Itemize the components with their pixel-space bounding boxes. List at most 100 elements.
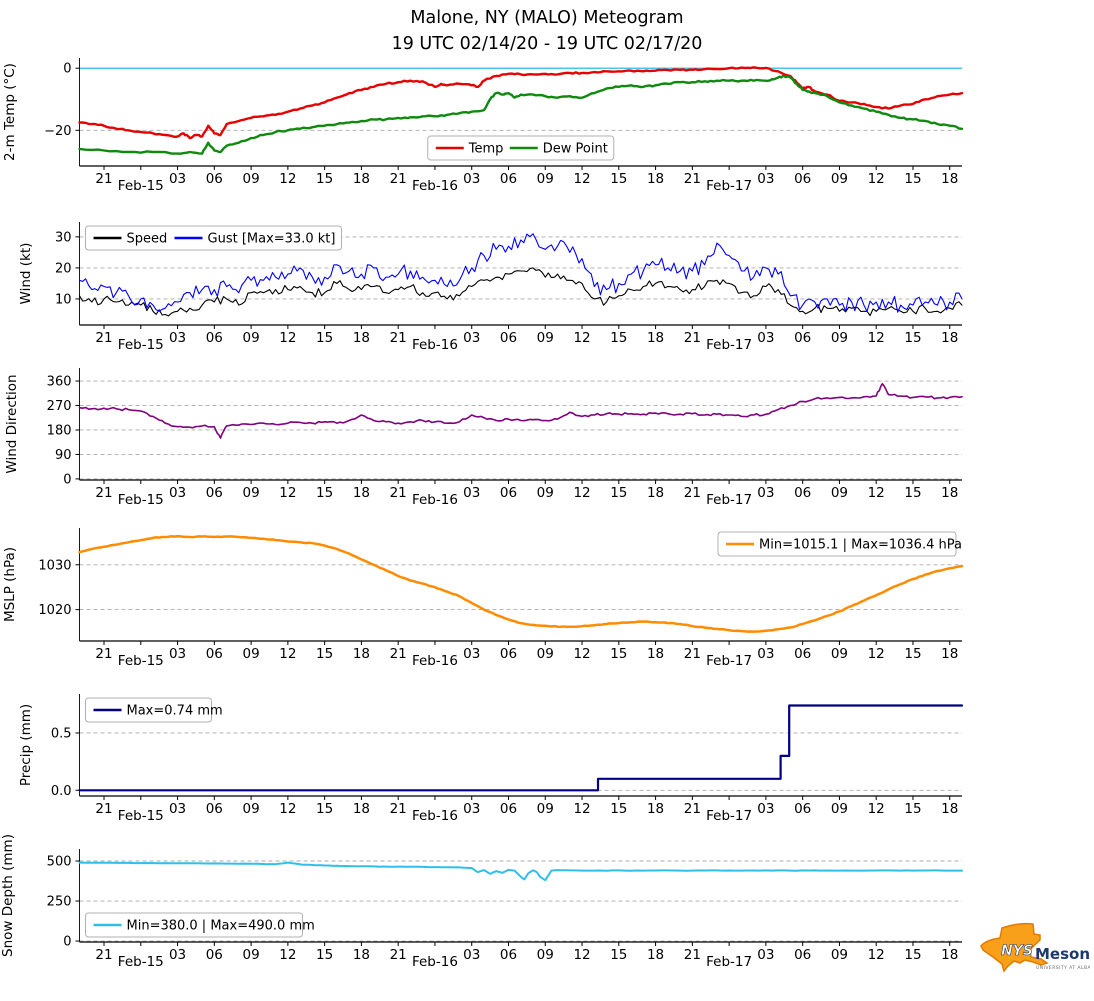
xtick-label: 21 [390, 801, 407, 817]
xtick-label: 09 [831, 801, 848, 817]
xtick-label: 03 [757, 485, 774, 501]
xtick-label: 06 [500, 171, 517, 187]
xtick-label: 15 [316, 330, 333, 346]
xtick-label: 15 [316, 801, 333, 817]
ny-state-shape [980, 922, 1049, 973]
xtick-label: 12 [868, 646, 885, 662]
xtick-label: 18 [353, 801, 370, 817]
xtick-label: 12 [279, 947, 296, 963]
xtick-label: 06 [500, 947, 517, 963]
xtick-label: 18 [941, 485, 958, 501]
xtick-label: 06 [500, 801, 517, 817]
xtick-label: 21 [684, 330, 701, 346]
xtick-label: Feb-16 [412, 178, 458, 194]
precip-ylabel: Precip (mm) [18, 704, 34, 786]
xtick-label: 12 [868, 171, 885, 187]
xtick-label: 15 [904, 330, 921, 346]
logo-tagline-text: UNIVERSITY AT ALBANY [1036, 965, 1090, 971]
xtick-label: 18 [353, 330, 370, 346]
xtick-label: 03 [463, 646, 480, 662]
xtick-label: 21 [684, 947, 701, 963]
xtick-label: 15 [610, 947, 627, 963]
xtick-label: 06 [794, 646, 811, 662]
xtick-label: 06 [206, 947, 223, 963]
xtick-label: 12 [868, 801, 885, 817]
xtick-label: 09 [537, 646, 554, 662]
xtick-label: 21 [95, 485, 112, 501]
xtick-label: 09 [243, 330, 260, 346]
xtick-label: 15 [610, 330, 627, 346]
xtick-label: 18 [353, 646, 370, 662]
xtick-label: 03 [757, 171, 774, 187]
wind-direction-ytick-label: 0 [63, 472, 71, 487]
precip-ytick-label: 0.0 [51, 784, 72, 799]
xtick-label: 15 [316, 947, 333, 963]
xtick-label: 12 [868, 947, 885, 963]
wind-direction-ytick-label: 90 [55, 448, 72, 463]
temperature-ylabel: 2-m Temp (°C) [2, 63, 18, 161]
xtick-label: 09 [831, 485, 848, 501]
xtick-label: 21 [95, 646, 112, 662]
snow-depth-ytick-label: 0 [63, 935, 71, 950]
xtick-label: 18 [353, 485, 370, 501]
chart-title-line2: 19 UTC 02/14/20 - 19 UTC 02/17/20 [391, 34, 703, 54]
wind-ytick-label: 10 [55, 292, 72, 307]
snow-depth-ylabel: Snow Depth (mm) [0, 834, 16, 957]
xtick-label: 21 [95, 330, 112, 346]
xtick-label: Feb-17 [706, 808, 752, 824]
xtick-label: 06 [500, 485, 517, 501]
snow-depth-legend [85, 912, 303, 938]
xtick-label: 09 [831, 330, 848, 346]
xtick-label: 12 [868, 485, 885, 501]
xtick-label: 21 [390, 947, 407, 963]
xtick-label: 06 [206, 646, 223, 662]
xtick-label: 03 [169, 485, 186, 501]
xtick-label: 03 [757, 947, 774, 963]
legend-label: Dew Point [543, 142, 608, 157]
xtick-label: 03 [757, 330, 774, 346]
xtick-label: Feb-15 [118, 653, 164, 669]
wind-legend [85, 225, 342, 251]
xtick-label: Feb-16 [412, 492, 458, 508]
wind-direction-series-direction [78, 383, 963, 439]
xtick-label: 09 [537, 171, 554, 187]
xtick-label: 12 [279, 330, 296, 346]
legend-label: Gust [Max=33.0 kt] [208, 232, 336, 247]
wind-direction-ylabel: Wind Direction [4, 374, 20, 473]
xtick-label: 15 [610, 485, 627, 501]
xtick-label: Feb-17 [706, 337, 752, 353]
wind-ytick-label: 20 [55, 261, 72, 276]
xtick-label: Feb-16 [412, 954, 458, 970]
xtick-label: 12 [279, 801, 296, 817]
chart-title-line1: Malone, NY (MALO) Meteogram [410, 8, 684, 28]
precip-ytick-label: 0.5 [51, 726, 72, 741]
xtick-label: 15 [904, 801, 921, 817]
xtick-label: Feb-17 [706, 653, 752, 669]
xtick-label: 21 [390, 485, 407, 501]
xtick-label: 21 [95, 947, 112, 963]
xtick-label: 15 [316, 485, 333, 501]
precip-series-precip [78, 704, 964, 792]
mslp-ylabel: MSLP (hPa) [2, 547, 18, 622]
xtick-label: 09 [243, 485, 260, 501]
nys-mesonet-logo: NYS Mesonet UNIVERSITY AT ALBANY [975, 913, 1094, 995]
xtick-label: Feb-15 [118, 808, 164, 824]
xtick-label: 03 [169, 171, 186, 187]
logo-nys-text: NYS [1001, 943, 1033, 959]
xtick-label: 09 [537, 330, 554, 346]
xtick-label: 18 [647, 947, 664, 963]
precip-legend [85, 697, 212, 723]
wind-direction-ytick-label: 180 [47, 423, 72, 438]
wind-ylabel: Wind (kt) [18, 243, 34, 305]
xtick-label: 12 [573, 801, 590, 817]
xtick-label: 09 [243, 801, 260, 817]
xtick-label: 06 [206, 485, 223, 501]
xtick-label: 18 [647, 171, 664, 187]
xtick-label: 15 [610, 171, 627, 187]
xtick-label: 18 [647, 646, 664, 662]
xtick-label: 03 [463, 171, 480, 187]
xtick-label: 06 [206, 330, 223, 346]
xtick-label: 15 [610, 801, 627, 817]
xtick-label: Feb-16 [412, 653, 458, 669]
